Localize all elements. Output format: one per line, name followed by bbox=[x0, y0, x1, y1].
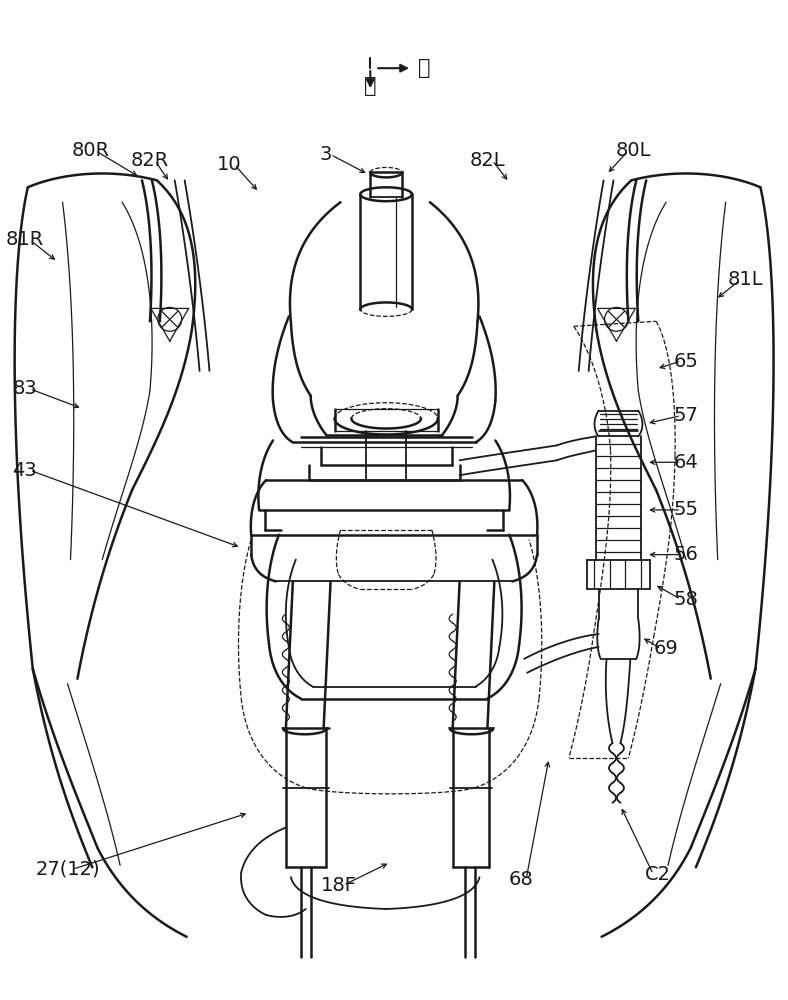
Text: 80L: 80L bbox=[615, 141, 651, 160]
Text: 81L: 81L bbox=[727, 270, 764, 289]
Text: 81R: 81R bbox=[6, 230, 44, 249]
Text: 18F: 18F bbox=[321, 876, 356, 895]
Text: 左: 左 bbox=[418, 58, 430, 78]
Text: 58: 58 bbox=[674, 590, 698, 609]
Text: 64: 64 bbox=[674, 453, 698, 472]
Text: 56: 56 bbox=[674, 545, 698, 564]
Text: 55: 55 bbox=[674, 500, 698, 519]
Text: 69: 69 bbox=[654, 639, 678, 658]
Text: 10: 10 bbox=[217, 155, 242, 174]
Text: 上: 上 bbox=[364, 76, 377, 96]
Text: 3: 3 bbox=[319, 145, 332, 164]
Text: 82L: 82L bbox=[470, 151, 505, 170]
Text: 57: 57 bbox=[674, 406, 698, 425]
Text: 65: 65 bbox=[674, 352, 698, 371]
Text: 82R: 82R bbox=[131, 151, 169, 170]
Text: C2: C2 bbox=[645, 865, 671, 884]
Text: 43: 43 bbox=[13, 461, 37, 480]
Text: 68: 68 bbox=[509, 870, 533, 889]
Text: 80R: 80R bbox=[71, 141, 110, 160]
Text: 27(12): 27(12) bbox=[35, 860, 100, 879]
Text: 83: 83 bbox=[13, 379, 37, 398]
